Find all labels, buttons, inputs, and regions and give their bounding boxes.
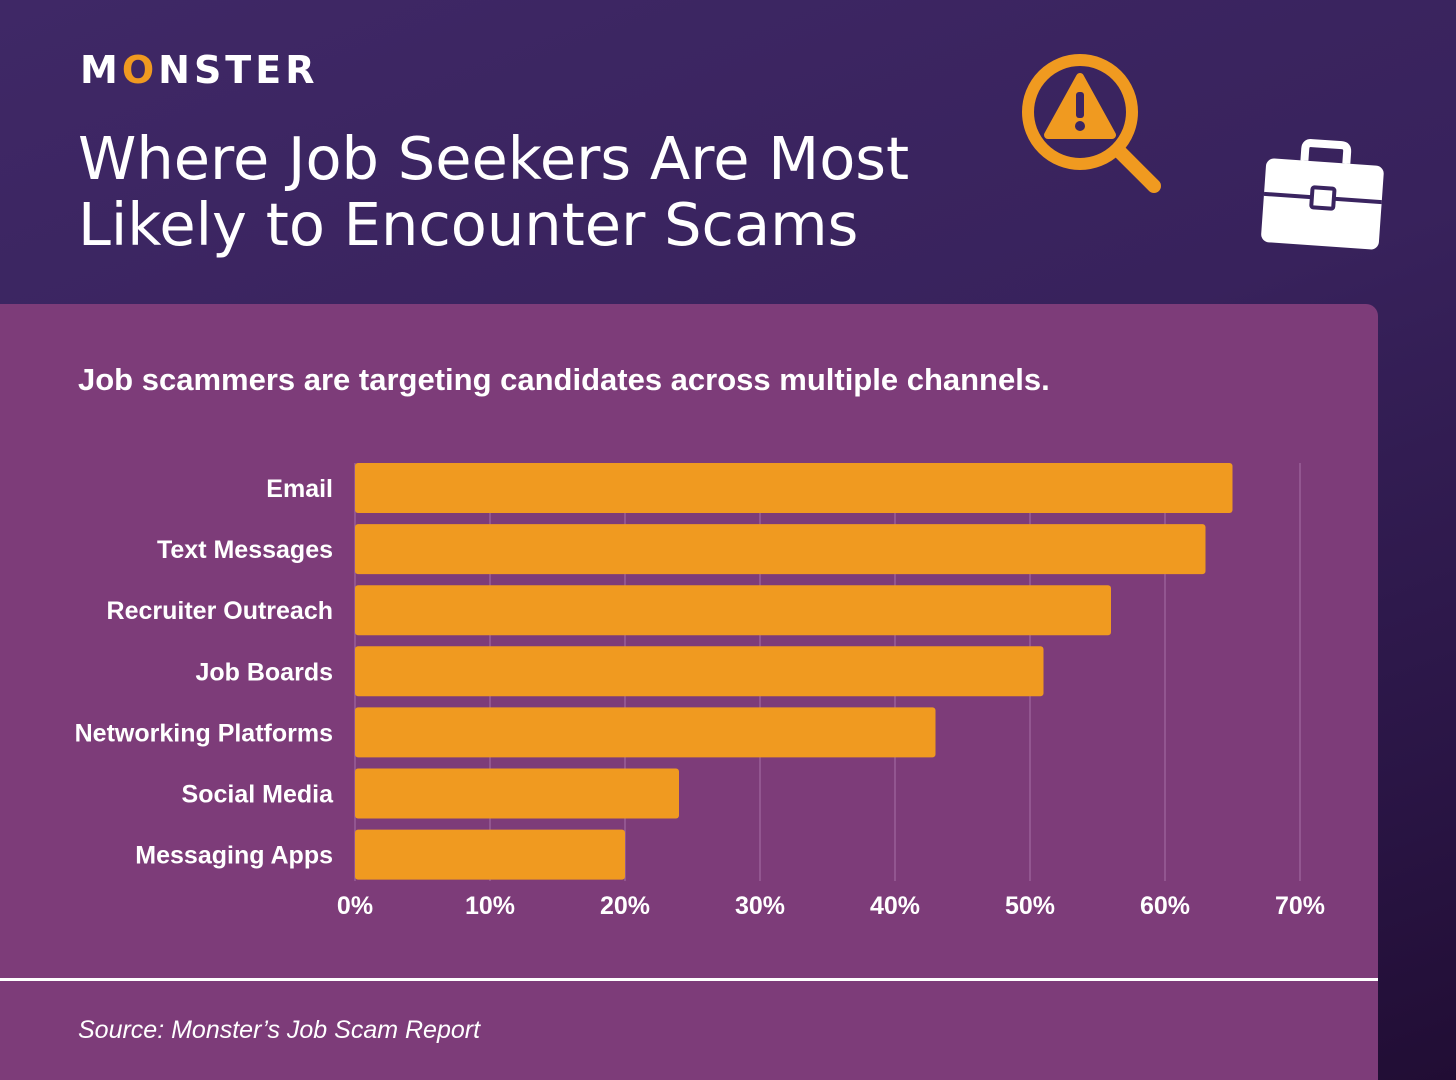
briefcase-icon — [1261, 139, 1384, 250]
category-label: Messaging Apps — [135, 842, 333, 870]
category-label: Job Boards — [195, 658, 333, 686]
logo-part-1: M — [80, 48, 122, 92]
source-note: Source: Monster’s Job Scam Report — [78, 1016, 481, 1044]
chart-subtitle: Job scammers are targeting candidates ac… — [78, 362, 1050, 397]
logo-part-2: NSTER — [158, 48, 319, 92]
bar-text-messages — [355, 524, 1206, 575]
x-tick-label: 10% — [465, 892, 515, 920]
category-label: Social Media — [182, 781, 335, 809]
x-tick-label: 40% — [870, 892, 920, 920]
category-label: Networking Platforms — [75, 719, 333, 747]
bar-messaging-apps — [355, 829, 625, 880]
bar-email — [355, 463, 1233, 513]
bar-social-media — [355, 768, 679, 819]
x-tick-label: 30% — [735, 892, 785, 920]
bar-job-boards — [355, 646, 1044, 697]
category-label: Text Messages — [157, 536, 333, 564]
category-label: Email — [266, 475, 333, 503]
bar-chart: Email Text Messages Recruiter Outreach Job … — [75, 463, 1325, 920]
x-tick-label: 0% — [337, 892, 373, 920]
x-tick-label: 20% — [600, 892, 650, 920]
category-label: Recruiter Outreach — [107, 597, 333, 625]
x-tick-label: 70% — [1275, 892, 1325, 920]
bar-networking-platforms — [355, 707, 936, 758]
bar-recruiter-outreach — [355, 585, 1111, 636]
title-line-2: Likely to Encounter Scams — [78, 190, 859, 259]
divider — [0, 978, 1378, 981]
title-line-1: Where Job Seekers Are Most — [78, 124, 910, 193]
x-tick-label: 60% — [1140, 892, 1190, 920]
page-title: Where Job Seekers Are Most Likely to Enc… — [78, 126, 978, 258]
x-tick-label: 50% — [1005, 892, 1055, 920]
magnifier-warning-icon — [1022, 54, 1161, 193]
monster-logo: MONSTER — [80, 48, 318, 92]
logo-accent-o: O — [121, 48, 159, 92]
chart-card: Job scammers are targeting candidates ac… — [0, 304, 1378, 1080]
